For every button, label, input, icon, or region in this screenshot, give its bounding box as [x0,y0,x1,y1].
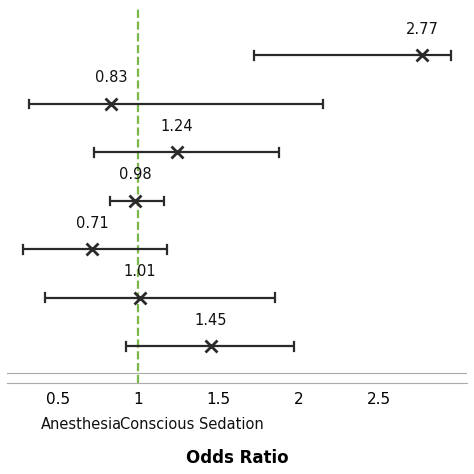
Text: 2.77: 2.77 [406,22,438,37]
Text: 0.98: 0.98 [119,167,152,182]
Text: 1.45: 1.45 [194,313,227,328]
X-axis label: Odds Ratio: Odds Ratio [186,449,288,467]
Text: 1.01: 1.01 [124,264,156,279]
Text: Anesthesia: Anesthesia [40,417,121,432]
Text: 0.71: 0.71 [75,216,108,231]
Text: 1.24: 1.24 [161,119,193,134]
Text: 0.83: 0.83 [95,71,128,85]
Text: Conscious Sedation: Conscious Sedation [120,417,264,432]
